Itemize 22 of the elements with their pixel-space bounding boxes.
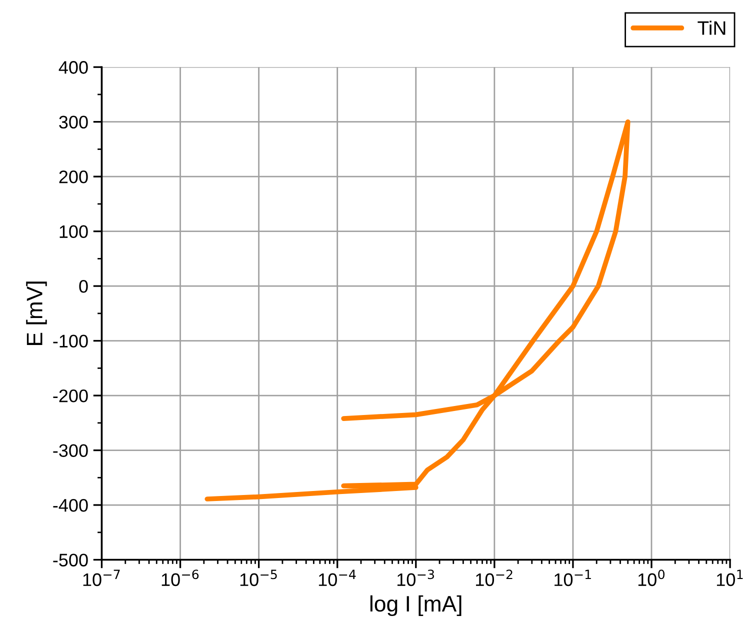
x-tick-label: 10$^{−2}$ bbox=[476, 570, 512, 586]
y-tick-label: 300 bbox=[59, 116, 88, 129]
x-axis-title: log I [mA] bbox=[370, 595, 462, 616]
x-tick-label: 10$^{−3}$ bbox=[397, 570, 434, 586]
y-axis-title: E [mV] bbox=[26, 282, 47, 345]
x-tick-label: 10$^{0}$ bbox=[638, 570, 665, 586]
y-tick-label: 200 bbox=[59, 170, 88, 184]
y-tick-label: -400 bbox=[53, 498, 88, 512]
x-tick-label: 10$^{−6}$ bbox=[162, 570, 199, 586]
y-tick-label: 400 bbox=[58, 61, 88, 74]
x-tick-label: 10$^{1}$ bbox=[716, 570, 743, 586]
x-tick-label: 10$^{−4}$ bbox=[318, 570, 356, 586]
x-tick-label: 10$^{−1}$ bbox=[554, 570, 591, 586]
y-tick-label: -500 bbox=[53, 554, 88, 566]
x-tick-label: 10$^{−5}$ bbox=[240, 570, 277, 586]
legend-label: TiN bbox=[698, 20, 726, 35]
y-tick-label: -100 bbox=[53, 334, 88, 348]
y-tick-label: -200 bbox=[53, 389, 88, 402]
x-tick-label: 10$^{−7}$ bbox=[83, 570, 120, 586]
y-tick-label: -300 bbox=[53, 444, 88, 457]
y-tick-label: 0 bbox=[79, 280, 88, 293]
y-tick-label: 100 bbox=[60, 225, 88, 238]
